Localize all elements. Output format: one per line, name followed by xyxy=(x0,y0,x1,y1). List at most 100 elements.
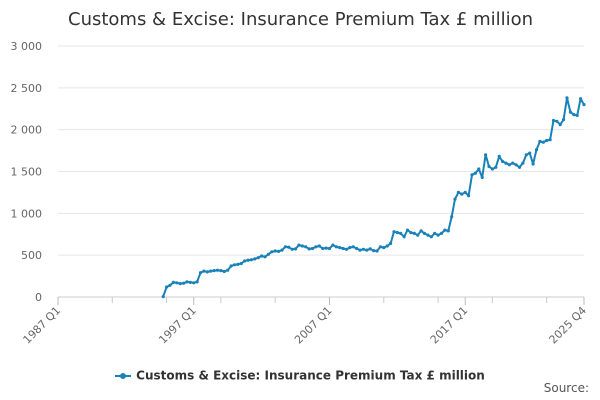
data-point xyxy=(226,268,230,272)
data-point xyxy=(246,258,250,262)
data-point xyxy=(321,246,325,251)
data-point xyxy=(266,252,270,256)
data-point xyxy=(494,165,498,169)
data-point xyxy=(287,245,291,249)
data-point xyxy=(297,243,301,247)
data-point xyxy=(161,295,165,299)
data-point xyxy=(372,249,376,253)
data-point xyxy=(382,246,386,250)
data-point xyxy=(368,247,372,251)
data-point xyxy=(507,163,511,167)
data-point xyxy=(304,245,308,249)
data-point xyxy=(341,246,345,251)
data-point xyxy=(490,167,494,171)
data-point xyxy=(243,259,247,263)
data-point xyxy=(273,249,277,253)
data-point xyxy=(514,163,518,167)
source-label: Source: xyxy=(543,381,589,395)
data-point xyxy=(558,123,562,127)
data-point xyxy=(419,229,423,233)
data-point xyxy=(548,138,552,142)
data-point xyxy=(188,280,192,284)
x-tick-label: 1987 Q1 xyxy=(21,304,64,347)
data-point xyxy=(504,161,508,165)
data-point xyxy=(555,119,559,123)
data-point xyxy=(202,269,206,273)
data-point xyxy=(280,248,284,252)
data-point xyxy=(439,231,444,235)
data-point xyxy=(582,103,586,107)
data-point xyxy=(412,231,416,235)
legend-label[interactable]: Customs & Excise: Insurance Premium Tax … xyxy=(136,368,485,383)
data-point xyxy=(351,245,355,249)
x-tick-label: 2007 Q1 xyxy=(292,304,335,347)
data-point xyxy=(487,164,491,169)
data-point xyxy=(395,231,399,235)
data-point xyxy=(453,197,457,201)
data-point xyxy=(473,171,477,175)
legend-dot xyxy=(120,372,127,379)
data-point xyxy=(365,248,369,252)
data-point xyxy=(436,233,440,237)
y-tick-label: 2 500 xyxy=(11,82,43,95)
data-point xyxy=(260,254,264,258)
data-point xyxy=(521,161,525,165)
data-point xyxy=(229,264,233,268)
data-point xyxy=(545,138,549,143)
legend-swatch xyxy=(115,371,132,381)
data-point xyxy=(416,233,420,237)
data-point xyxy=(572,113,576,117)
data-point xyxy=(290,247,294,251)
data-point xyxy=(579,97,583,101)
data-point xyxy=(551,118,556,123)
data-point xyxy=(402,235,406,239)
data-point xyxy=(456,190,460,194)
data-point xyxy=(517,165,522,169)
data-point xyxy=(562,118,566,122)
data-point xyxy=(426,233,430,237)
data-point xyxy=(446,229,450,233)
data-point xyxy=(524,153,528,157)
y-tick-label: 0 xyxy=(35,291,42,304)
legend[interactable]: Customs & Excise: Insurance Premium Tax … xyxy=(0,365,600,384)
data-point xyxy=(314,245,318,249)
data-point xyxy=(534,148,539,152)
data-point xyxy=(307,247,311,251)
x-tick-label: 1997 Q1 xyxy=(156,304,199,347)
data-point xyxy=(239,261,243,266)
data-point xyxy=(497,154,501,158)
data-point xyxy=(209,269,213,273)
data-point xyxy=(392,230,396,234)
data-point xyxy=(460,192,464,196)
data-point xyxy=(212,269,216,273)
chart-title: Customs & Excise: Insurance Premium Tax … xyxy=(68,9,534,30)
data-point xyxy=(215,268,220,272)
data-point xyxy=(175,281,179,285)
data-point xyxy=(310,246,315,251)
data-point xyxy=(165,285,169,289)
data-point xyxy=(538,139,542,143)
data-point xyxy=(277,249,281,253)
data-point xyxy=(429,235,433,239)
data-point xyxy=(256,256,260,260)
y-tick-label: 2 000 xyxy=(11,124,43,137)
data-point xyxy=(219,269,223,273)
y-tick-label: 1 000 xyxy=(11,207,43,220)
data-point xyxy=(236,262,240,266)
data-point xyxy=(338,246,342,250)
data-point xyxy=(334,245,338,249)
data-point xyxy=(470,173,474,177)
data-point xyxy=(405,228,410,232)
data-point xyxy=(327,246,332,251)
series-line xyxy=(162,96,585,297)
data-point xyxy=(324,246,328,250)
data-point xyxy=(222,269,226,274)
data-point xyxy=(198,271,203,275)
data-point xyxy=(263,255,267,259)
data-point xyxy=(484,153,488,157)
data-point xyxy=(253,257,257,261)
data-point xyxy=(477,167,481,171)
data-point xyxy=(205,270,209,274)
data-point xyxy=(467,194,471,198)
